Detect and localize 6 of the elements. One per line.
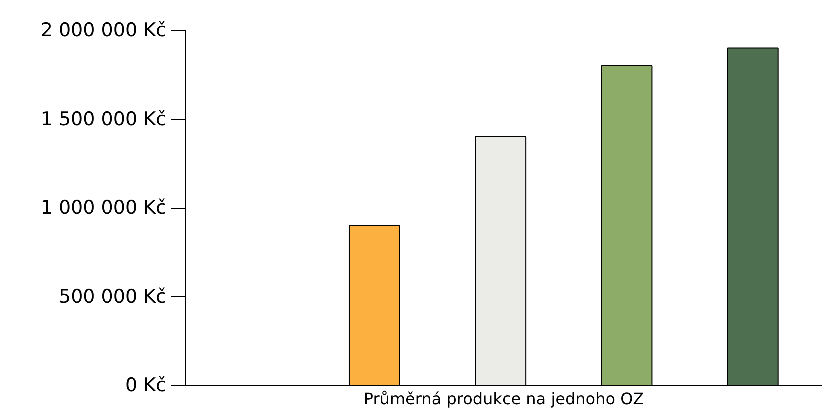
y-tick-label: 500 000 Kč (58, 286, 166, 308)
y-tick-label: 0 Kč (125, 374, 167, 396)
y-tick-label: 1 500 000 Kč (40, 108, 167, 130)
y-tick-label: 2 000 000 Kč (40, 20, 167, 42)
y-tick-label: 1 000 000 Kč (40, 197, 167, 219)
x-axis-title: Průměrná produkce na jednoho OZ (364, 390, 644, 408)
